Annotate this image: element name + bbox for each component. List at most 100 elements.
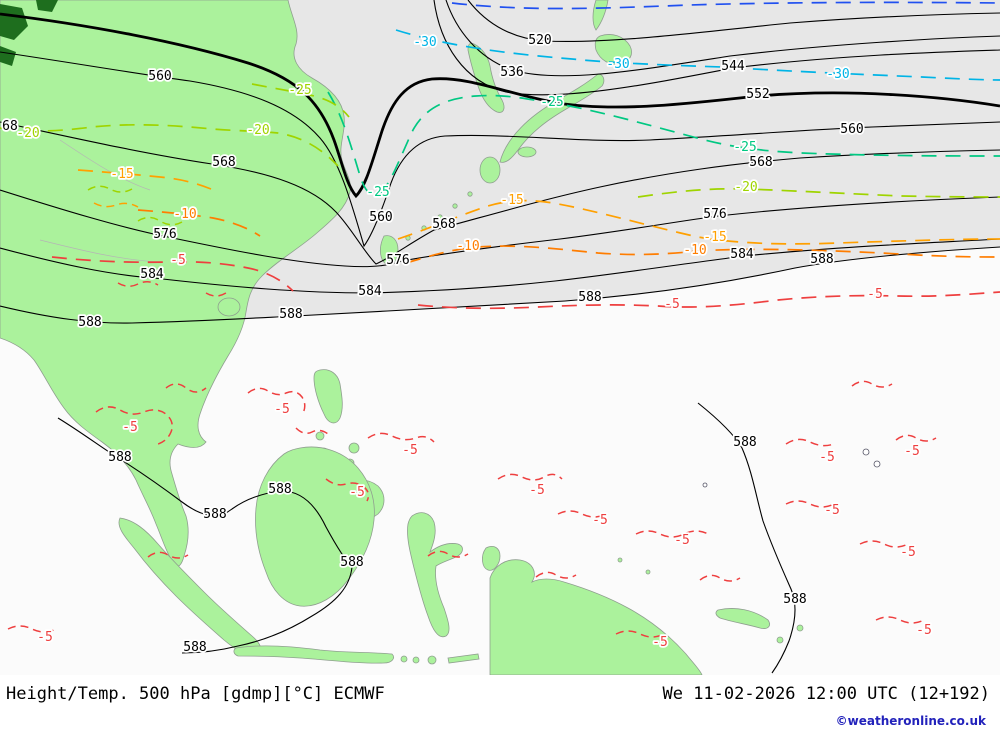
height-contour-544 (433, 0, 1000, 96)
temp-contour-label: -5 (904, 444, 920, 459)
island-halmahera (482, 546, 501, 571)
temp-contour-label: -10 (456, 239, 479, 254)
height-contour-588-tropical-west (57, 417, 353, 654)
temp-contour-minus10-west (137, 209, 261, 237)
height-contour-label: 536 (500, 65, 523, 80)
temp-contour-minus15-west (77, 169, 212, 190)
temp-contour-minus20-west (0, 123, 339, 167)
temp-contour-minus10-east (405, 245, 1000, 264)
height-contour-label: 576 (386, 253, 409, 268)
island-ryukyu (452, 203, 458, 209)
weather-map: 560 68 568 576 584 588 560 568 576 584 588 520 536 54… (0, 0, 1000, 675)
temp-contour-fragment (785, 500, 835, 508)
temp-contour-fragment (7, 625, 57, 633)
island-small (617, 557, 623, 563)
land-layer (0, 0, 881, 675)
height-contour-label: 588 (279, 307, 302, 322)
island-atoll (873, 460, 881, 468)
temp-contour-label: -20 (246, 123, 269, 138)
inland-border (59, 139, 151, 191)
height-contour-552-bold (0, 12, 1000, 199)
island-atoll (862, 448, 870, 456)
land-taiwan (380, 235, 399, 266)
island-atoll (702, 482, 708, 488)
temp-contour-label: -5 (529, 483, 545, 498)
island-samar (348, 442, 360, 454)
temp-contour-minus35 (451, 1, 1000, 10)
height-contour-label: 588 (578, 290, 601, 305)
island-sumbawa (427, 655, 437, 665)
terrain-highland (0, 46, 16, 66)
height-contour-label: 588 (783, 592, 806, 607)
island-flores (447, 653, 480, 664)
island-new-britain (715, 608, 770, 629)
island-mindoro (315, 431, 325, 441)
height-contour-label: 552 (746, 87, 769, 102)
temp-contour-minus30 (395, 29, 1000, 81)
island-ryukyu (467, 191, 473, 197)
temp-contour-label: -15 (500, 193, 523, 208)
height-contour-label: 588 (203, 507, 226, 522)
temp-contour-fragment (247, 387, 306, 414)
temp-contour-label: -25 (288, 83, 311, 98)
sea-south (0, 247, 1000, 675)
land-mainland-asia (0, 0, 351, 567)
island-small (796, 624, 804, 632)
chart-title: Height/Temp. 500 hPa [gdmp][°C] ECMWF (6, 684, 385, 704)
height-contour-label: 588 (733, 435, 756, 450)
caption-bar: Height/Temp. 500 hPa [gdmp][°C] ECMWF We… (0, 675, 1000, 733)
land-java (233, 645, 394, 664)
temp-contour-fragment (165, 383, 207, 393)
temp-contour-fragment (205, 292, 227, 297)
land-new-guinea (489, 559, 703, 675)
height-contour-label: 584 (358, 284, 382, 299)
height-contour-label: 584 (140, 267, 164, 282)
temp-contour-label: -15 (110, 167, 133, 182)
credit-link[interactable]: ©weatheronline.co.uk (835, 714, 986, 728)
island-lombok (412, 656, 420, 664)
height-contour-588 (0, 246, 1000, 324)
height-contour-label: 560 (148, 69, 171, 84)
terrain-highland (0, 4, 28, 40)
land-borneo (255, 446, 375, 607)
temp-contour-fragment (557, 510, 607, 518)
temp-contour-label: -5 (652, 635, 668, 650)
temp-contour-label: -10 (683, 243, 706, 258)
temp-contour-label: -10 (173, 207, 196, 222)
temp-contour-label: -5 (170, 253, 186, 268)
temp-contour-fragment (535, 571, 577, 579)
temp-contour-fragment (367, 432, 435, 443)
height-contour-label: 576 (153, 227, 176, 242)
temp-contour-label: -20 (734, 180, 757, 195)
terrain-highland (36, 0, 58, 12)
height-contour-label: 560 (369, 210, 392, 225)
temp-contour-label: -5 (674, 533, 690, 548)
height-contour-layer (0, 0, 1000, 674)
temp-contour-fragment (427, 550, 469, 558)
land-luzon (313, 369, 343, 424)
temp-contour-label: -5 (349, 485, 365, 500)
height-contour-label: 576 (703, 207, 726, 222)
land-shikoku (517, 146, 537, 158)
temp-contour-label: -5 (37, 630, 53, 645)
height-contour-label: 588 (810, 252, 833, 267)
height-contour-label: 588 (268, 482, 291, 497)
temp-contour-minus15-east (397, 199, 1000, 245)
height-contour-label: 568 (432, 217, 455, 232)
contour-label-layer: 560 68 568 576 584 588 560 568 576 584 588 520 536 54… (0, 31, 933, 657)
height-contour-label: 568 (749, 155, 772, 170)
temp-contour-fragment (699, 574, 741, 582)
height-contour-520 (467, 0, 1000, 43)
temp-contour-label: -5 (592, 513, 608, 528)
valid-time: We 11-02-2026 12:00 UTC (12+192) (662, 684, 990, 704)
temp-contour-minus5-east (417, 291, 1000, 310)
height-contour-584 (0, 238, 1000, 294)
height-contour-label: 520 (528, 33, 551, 48)
height-contour-label: 588 (108, 450, 131, 465)
temp-contour-label: -15 (703, 230, 726, 245)
temp-contour-fragment (325, 478, 370, 502)
temp-contour-label: -5 (819, 450, 835, 465)
temp-contour-fragment (875, 616, 925, 624)
height-contour-label: 588 (340, 555, 363, 570)
temp-contour-fragment (87, 185, 133, 193)
